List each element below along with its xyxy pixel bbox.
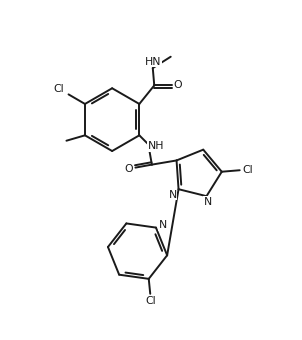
Text: O: O	[174, 81, 182, 90]
Text: N: N	[159, 220, 167, 230]
Text: N: N	[169, 190, 177, 200]
Text: N: N	[204, 197, 212, 207]
Text: Cl: Cl	[243, 165, 253, 175]
Text: O: O	[124, 165, 133, 174]
Text: Cl: Cl	[145, 296, 156, 306]
Text: Cl: Cl	[54, 84, 64, 94]
Text: NH: NH	[148, 141, 164, 151]
Text: HN: HN	[145, 56, 161, 67]
